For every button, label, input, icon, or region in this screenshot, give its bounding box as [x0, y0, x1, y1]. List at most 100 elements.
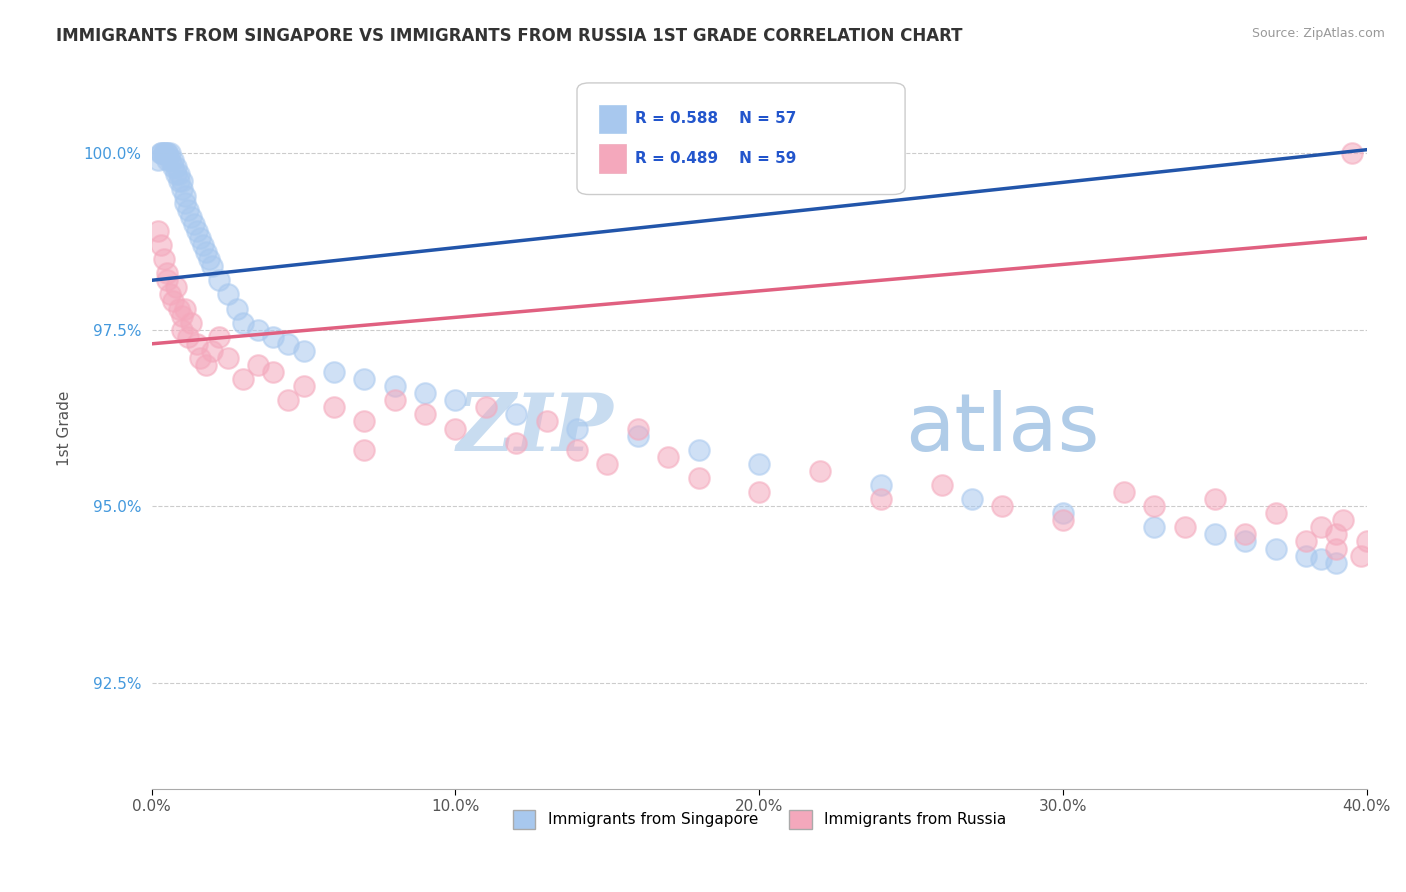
- Point: [201, 259, 224, 273]
- Point: [277, 336, 299, 351]
- Point: [165, 280, 187, 294]
- Point: [247, 323, 270, 337]
- Point: [162, 153, 184, 168]
- Point: [292, 343, 315, 358]
- Legend: Immigrants from Singapore, Immigrants from Russia: Immigrants from Singapore, Immigrants fr…: [506, 804, 1012, 835]
- Point: [172, 174, 194, 188]
- Point: [165, 161, 187, 175]
- Point: [869, 492, 891, 507]
- Point: [1052, 513, 1074, 527]
- Point: [1052, 506, 1074, 520]
- Point: [1204, 492, 1226, 507]
- Point: [162, 161, 184, 175]
- Point: [353, 414, 375, 428]
- Point: [207, 273, 229, 287]
- Point: [167, 168, 190, 182]
- Point: [232, 316, 254, 330]
- Point: [174, 195, 197, 210]
- Point: [536, 414, 558, 428]
- Point: [153, 146, 176, 161]
- Point: [277, 393, 299, 408]
- Point: [444, 393, 467, 408]
- Point: [159, 287, 181, 301]
- Point: [188, 231, 211, 245]
- Point: [565, 442, 588, 457]
- Point: [156, 273, 179, 287]
- Bar: [599, 145, 626, 173]
- Point: [167, 174, 190, 188]
- Point: [1355, 534, 1378, 549]
- Point: [262, 330, 284, 344]
- Point: [1143, 499, 1166, 513]
- Point: [153, 252, 176, 266]
- Point: [188, 351, 211, 365]
- Point: [748, 485, 770, 500]
- Point: [207, 330, 229, 344]
- Point: [292, 379, 315, 393]
- Point: [688, 442, 710, 457]
- Point: [201, 343, 224, 358]
- Point: [174, 188, 197, 202]
- Point: [353, 372, 375, 386]
- Point: [149, 146, 172, 161]
- Point: [1112, 485, 1135, 500]
- Point: [384, 379, 406, 393]
- Text: IMMIGRANTS FROM SINGAPORE VS IMMIGRANTS FROM RUSSIA 1ST GRADE CORRELATION CHART: IMMIGRANTS FROM SINGAPORE VS IMMIGRANTS …: [56, 27, 963, 45]
- Text: R = 0.489    N = 59: R = 0.489 N = 59: [636, 151, 797, 166]
- Point: [247, 358, 270, 372]
- Point: [627, 428, 650, 442]
- Point: [195, 358, 218, 372]
- Point: [167, 301, 190, 316]
- Point: [1326, 527, 1348, 541]
- Point: [1264, 541, 1286, 556]
- Point: [174, 301, 197, 316]
- Point: [149, 238, 172, 252]
- Point: [1264, 506, 1286, 520]
- Bar: [599, 104, 626, 133]
- Point: [596, 457, 619, 471]
- Point: [198, 252, 221, 266]
- Point: [688, 471, 710, 485]
- Point: [172, 323, 194, 337]
- Point: [156, 153, 179, 168]
- Point: [991, 499, 1014, 513]
- Point: [156, 146, 179, 161]
- Point: [323, 365, 346, 379]
- Y-axis label: 1st Grade: 1st Grade: [58, 391, 72, 467]
- Point: [657, 450, 679, 464]
- Point: [444, 421, 467, 435]
- Point: [808, 464, 831, 478]
- Point: [193, 238, 215, 252]
- Point: [505, 408, 527, 422]
- Point: [931, 478, 953, 492]
- Point: [146, 224, 169, 238]
- Point: [159, 153, 181, 168]
- Point: [1340, 146, 1362, 161]
- Point: [159, 146, 181, 161]
- Point: [177, 330, 200, 344]
- Point: [413, 408, 436, 422]
- Point: [180, 316, 202, 330]
- FancyBboxPatch shape: [576, 83, 905, 194]
- Text: atlas: atlas: [905, 390, 1099, 467]
- Point: [565, 421, 588, 435]
- Point: [172, 309, 194, 323]
- Point: [165, 168, 187, 182]
- Point: [183, 217, 205, 231]
- Point: [1204, 527, 1226, 541]
- Point: [1310, 552, 1333, 566]
- Point: [146, 153, 169, 168]
- Point: [1234, 534, 1257, 549]
- Point: [748, 457, 770, 471]
- Point: [1326, 541, 1348, 556]
- Point: [475, 401, 498, 415]
- Point: [149, 146, 172, 161]
- Point: [186, 336, 208, 351]
- Point: [1234, 527, 1257, 541]
- Point: [1331, 513, 1354, 527]
- Text: R = 0.588    N = 57: R = 0.588 N = 57: [636, 112, 797, 127]
- Point: [162, 294, 184, 309]
- Point: [1295, 534, 1317, 549]
- Point: [353, 442, 375, 457]
- Point: [177, 202, 200, 217]
